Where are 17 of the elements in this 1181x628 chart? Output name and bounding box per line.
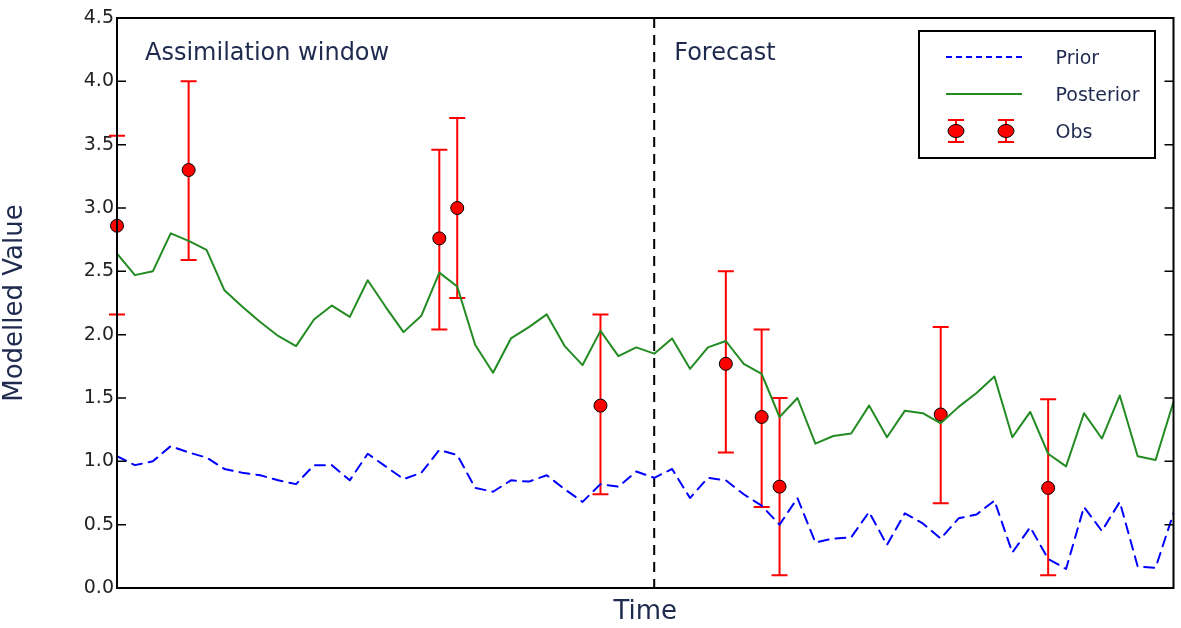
y-tick-label: 1.0 (83, 448, 114, 471)
y-axis-title: Modelled Value (0, 204, 29, 402)
y-tick-label: 3.5 (83, 131, 114, 154)
legend-label: Prior (1055, 45, 1100, 68)
legend-label: Posterior (1055, 82, 1140, 105)
annotation: Assimilation window (145, 38, 390, 66)
legend-label: Obs (1055, 119, 1093, 142)
annotation: Forecast (674, 38, 776, 66)
y-tick-label: 4.0 (83, 68, 114, 91)
y-tick-label: 3.0 (83, 194, 114, 217)
y-tick-label: 2.5 (83, 258, 114, 281)
x-axis-title: Time (612, 595, 678, 626)
y-tick-label: 4.5 (83, 4, 114, 27)
y-tick-label: 2.0 (83, 321, 114, 344)
y-tick-label: 0.5 (83, 511, 114, 534)
y-tick-label: 0.0 (83, 574, 114, 597)
y-tick-label: 1.5 (83, 384, 114, 407)
